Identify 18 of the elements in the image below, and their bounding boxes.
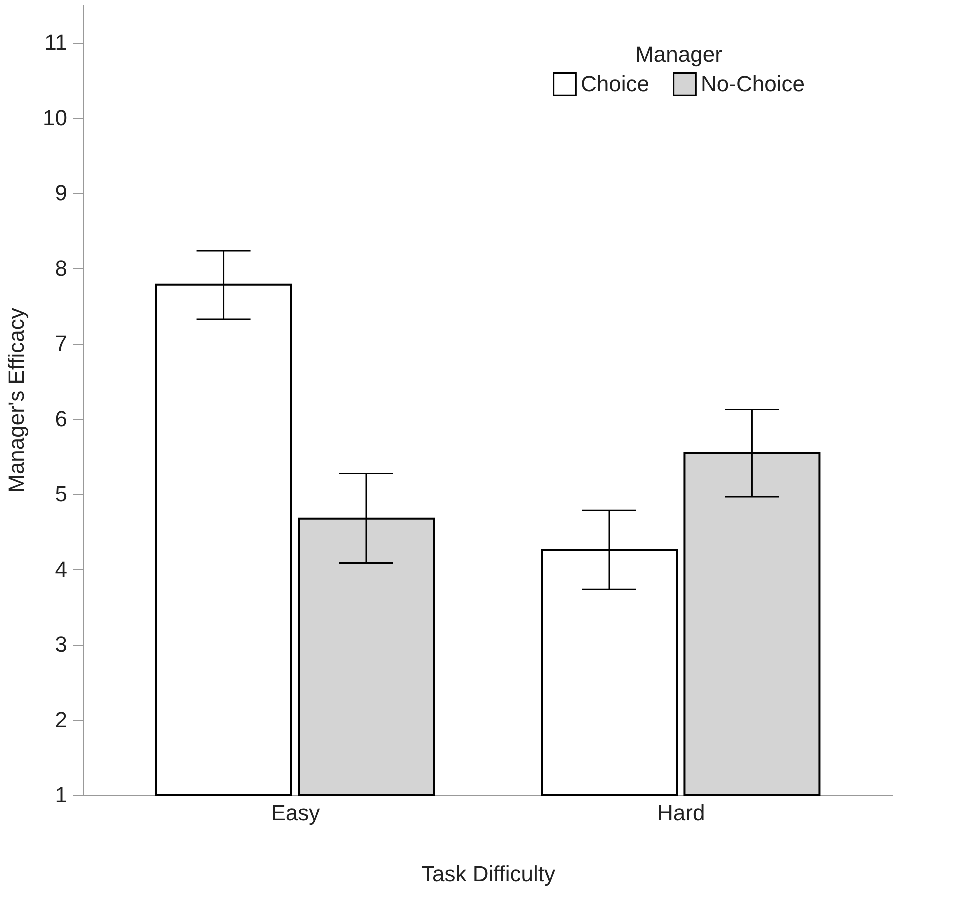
y-tick-label: 4 bbox=[55, 556, 68, 582]
y-axis-title: Manager's Efficacy bbox=[4, 308, 30, 493]
y-tick-label: 3 bbox=[55, 632, 68, 658]
y-tick-label: 7 bbox=[55, 331, 68, 356]
legend-label: Choice bbox=[581, 71, 650, 96]
x-tick-label: Hard bbox=[658, 800, 706, 826]
legend-title: Manager bbox=[636, 42, 722, 67]
y-tick-label: 9 bbox=[55, 180, 68, 206]
legend-label: No-Choice bbox=[701, 71, 805, 96]
y-tick-label: 1 bbox=[55, 782, 68, 808]
x-axis-title: Task Difficulty bbox=[421, 862, 556, 886]
y-tick-label: 8 bbox=[55, 256, 68, 281]
y-tick-label: 10 bbox=[43, 105, 68, 130]
y-tick-label: 5 bbox=[55, 482, 68, 507]
y-tick-label: 6 bbox=[55, 406, 68, 432]
y-tick-label: 2 bbox=[55, 707, 68, 732]
y-tick-label: 11 bbox=[44, 30, 68, 56]
x-tick-label: Easy bbox=[271, 800, 320, 826]
